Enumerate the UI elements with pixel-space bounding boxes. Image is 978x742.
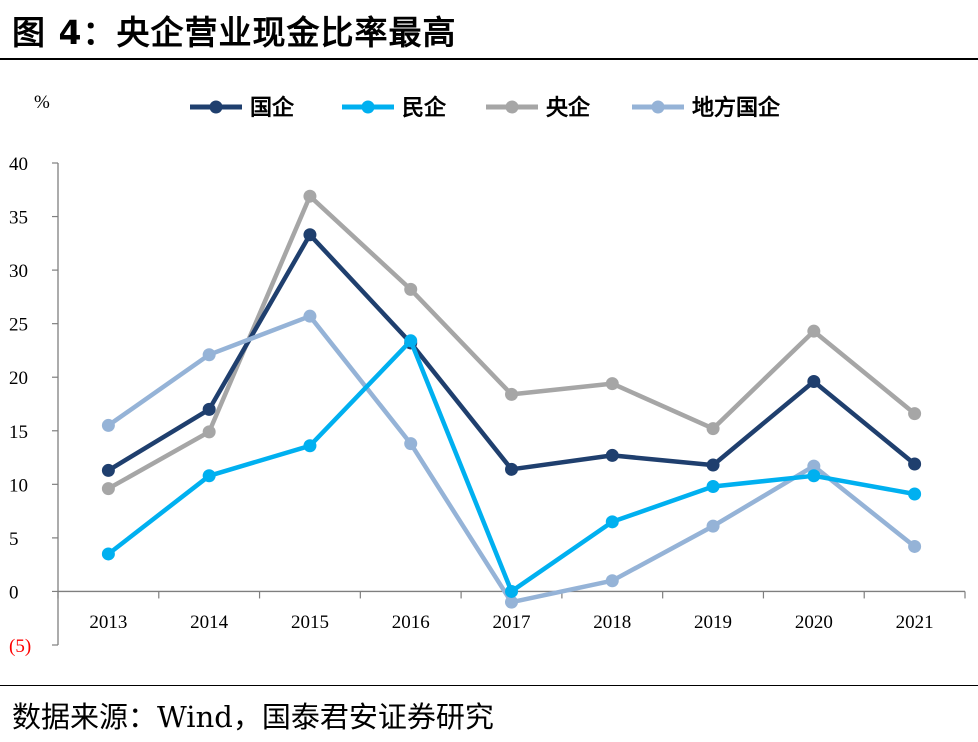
data-point-guoqi: [303, 228, 317, 242]
data-point-minqi: [908, 487, 922, 501]
data-point-guoqi: [202, 402, 216, 416]
x-tick-label: 2015: [291, 612, 329, 633]
data-point-minqi: [505, 584, 518, 598]
data-point-minqi: [101, 547, 115, 561]
data-point-yangqi: [404, 282, 418, 296]
data-point-yangqi: [505, 387, 518, 401]
data-point-guoqi: [908, 457, 922, 471]
legend-label: 国企: [250, 95, 295, 121]
data-point-difang: [605, 574, 619, 588]
series-line-yangqi: [107, 193, 917, 491]
series-minqi: [101, 334, 922, 598]
data-point-minqi: [202, 469, 216, 483]
figure-title: 图 4：央企营业现金比率最高: [12, 13, 457, 52]
legend-swatch-marker: [209, 100, 223, 114]
legend-swatch-marker: [651, 100, 665, 114]
data-point-difang: [404, 437, 418, 451]
data-point-minqi: [807, 469, 821, 483]
x-tick-label: 2018: [593, 612, 631, 633]
data-point-guoqi: [505, 462, 518, 476]
data-point-minqi: [605, 515, 619, 529]
y-unit-label: %: [34, 92, 50, 113]
y-tick-label: 20: [9, 368, 28, 389]
x-tick-label: 2014: [190, 612, 229, 633]
x-tick-label: 2020: [795, 612, 833, 633]
data-point-yangqi: [202, 425, 216, 439]
data-point-minqi: [303, 439, 317, 453]
y-tick-label: 0: [9, 582, 19, 603]
data-point-guoqi: [605, 448, 619, 462]
series-line-difang: [107, 313, 917, 605]
data-point-guoqi: [706, 458, 720, 472]
data-point-guoqi: [101, 463, 115, 477]
y-tick-label: 25: [9, 315, 28, 336]
y-tick-label: 30: [9, 261, 28, 282]
y-tick-label: 5: [9, 529, 19, 550]
source-note: 数据来源：Wind，国泰君安证券研究: [12, 700, 494, 734]
series-guoqi: [101, 228, 922, 477]
y-tick-label: 35: [9, 208, 28, 229]
data-point-guoqi: [807, 375, 821, 389]
legend-swatch-marker: [505, 100, 519, 114]
legend-label: 地方国企: [692, 95, 781, 121]
data-point-yangqi: [706, 422, 720, 436]
legend-label: 央企: [546, 95, 591, 121]
data-point-minqi: [706, 479, 720, 493]
x-tick-label: 2019: [694, 612, 732, 633]
source-divider: [0, 685, 978, 686]
series-difang: [101, 309, 922, 609]
data-point-yangqi: [101, 482, 115, 496]
data-point-difang: [202, 348, 216, 362]
data-point-difang: [101, 418, 115, 432]
series-yangqi: [101, 189, 922, 496]
legend-item-guoqi: 国企: [190, 95, 295, 121]
data-point-difang: [908, 539, 922, 553]
x-tick-label: 2017: [493, 612, 531, 633]
data-point-yangqi: [303, 189, 317, 203]
legend-item-difang: 地方国企: [632, 95, 781, 121]
data-point-difang: [505, 595, 518, 609]
x-tick-label: 2021: [896, 612, 934, 633]
legend-item-minqi: 民企: [342, 95, 447, 121]
x-tick-label: 2013: [89, 612, 127, 633]
data-point-difang: [807, 459, 821, 473]
data-point-minqi: [404, 334, 418, 348]
chart-legend: 国企 民企 央企 地方国企: [190, 95, 781, 121]
y-tick-label: 15: [9, 422, 28, 443]
y-tick-label: (5): [9, 636, 31, 657]
x-tick-label: 2016: [392, 612, 430, 633]
legend-swatch-marker: [361, 100, 375, 114]
data-point-difang: [303, 309, 317, 323]
y-tick-label: 40: [9, 154, 28, 175]
data-point-yangqi: [807, 324, 821, 338]
y-tick-label: 10: [9, 475, 28, 496]
series-layer: [101, 189, 922, 609]
title-divider: [0, 58, 978, 60]
data-point-yangqi: [605, 377, 619, 391]
legend-item-yangqi: 央企: [486, 95, 591, 121]
data-point-yangqi: [908, 407, 922, 421]
legend-label: 民企: [402, 95, 447, 121]
data-point-difang: [706, 519, 720, 533]
